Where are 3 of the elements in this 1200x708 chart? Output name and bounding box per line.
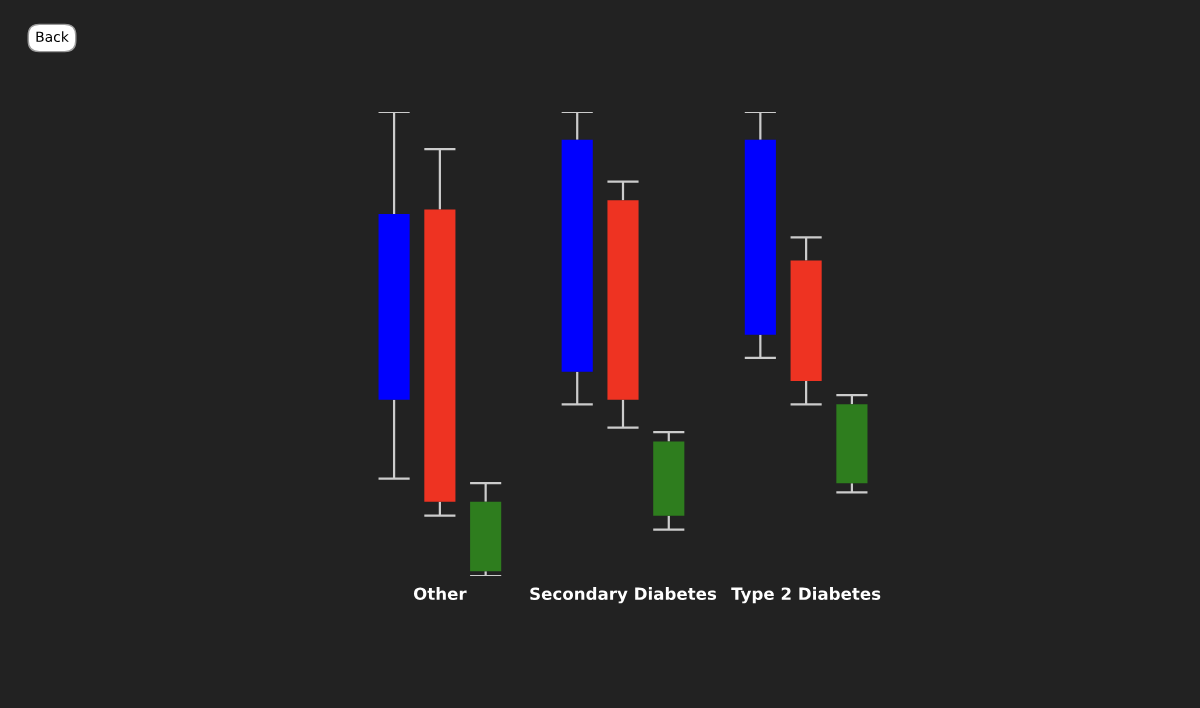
x-tick-label: Type 2 Diabetes: [731, 587, 881, 604]
x-tick-label: Secondary Diabetes: [530, 587, 717, 604]
x-tick-label: Other: [413, 587, 467, 601]
